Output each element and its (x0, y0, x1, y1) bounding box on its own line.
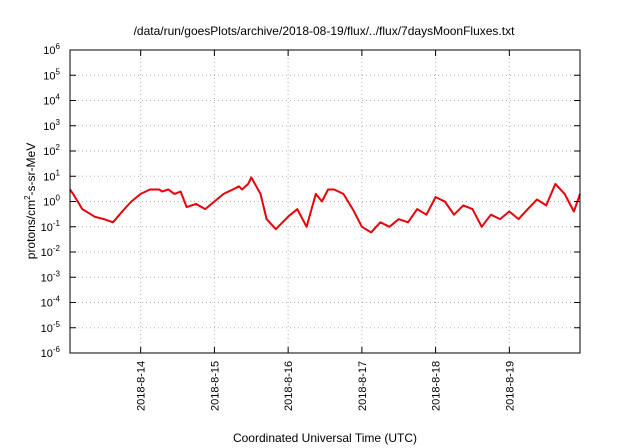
x-tick-label: 2018-8-14 (136, 361, 148, 411)
y-axis-label: protons/cm2-s-sr-MeV (23, 143, 38, 259)
y-tick-label: 10-6 (41, 345, 61, 360)
x-axis-label: Coordinated Universal Time (UTC) (233, 431, 417, 445)
y-axis-label-base: protons/cm (24, 200, 38, 259)
x-tick-label: 2018-8-16 (283, 361, 295, 411)
y-tick-label: 103 (43, 118, 60, 133)
y-tick-label: 106 (43, 42, 60, 57)
y-tick-label: 100 (43, 194, 60, 209)
x-tick-labels: 2018-8-14 2018-8-15 2018-8-16 2018-8-17 2018… (136, 361, 517, 411)
x-tick-label: 2018-8-17 (357, 361, 369, 411)
series-line-1 (69, 176, 581, 234)
y-tick-labels: 10-6 10-5 10-4 10-3 10-2 10-1 100 101 102 103 104 1… (41, 42, 61, 360)
y-tick-label: 10-3 (41, 269, 61, 284)
x-tick-label: 2018-8-19 (504, 361, 516, 411)
ticks (70, 49, 580, 354)
y-tick-label: 10-1 (41, 219, 61, 234)
y-tick-label: 10-5 (41, 320, 61, 335)
grid (70, 50, 580, 353)
y-axis-label-rest: -s-sr-MeV (24, 143, 38, 196)
chart-title: /data/run/goesPlots/archive/2018-08-19/f… (134, 24, 516, 38)
y-tick-label: 10-4 (41, 295, 61, 310)
y-axis-label-sup: 2 (23, 195, 32, 200)
y-tick-label: 104 (43, 93, 60, 108)
x-tick-label: 2018-8-18 (431, 361, 443, 411)
y-tick-label: 10-2 (41, 244, 61, 259)
series-layer (69, 176, 581, 234)
y-tick-label: 105 (43, 67, 60, 82)
y-tick-label: 101 (43, 168, 60, 183)
x-tick-label: 2018-8-15 (209, 361, 221, 411)
y-tick-label: 102 (43, 143, 60, 158)
